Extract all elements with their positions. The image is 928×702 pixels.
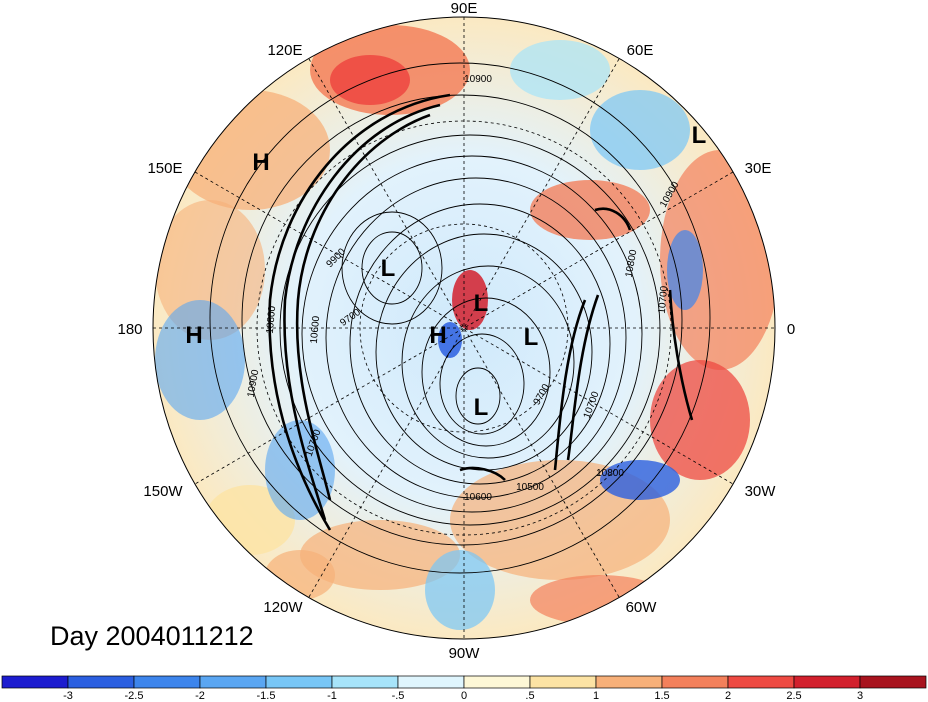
- lon-label-90e: 90E: [451, 0, 478, 17]
- colorbar-tick-label: -1.5: [257, 690, 276, 702]
- colorbar-tick-label: -2.5: [125, 690, 144, 702]
- colorbar-tick-label: .5: [525, 690, 534, 702]
- colorbar-box: [331, 675, 399, 689]
- lon-label-90w: 90W: [449, 645, 481, 662]
- colorbar-box: [793, 675, 861, 689]
- pressure-centers: H H H L L L L L: [185, 122, 706, 421]
- graticule: [153, 17, 775, 639]
- colorbar-boxes: [1, 675, 927, 689]
- colorbar-tick-label: 3: [857, 690, 863, 702]
- high-center: H: [429, 322, 446, 349]
- colorbar-tick-label: 1: [593, 690, 599, 702]
- colorbar: -3 -2.5 -2 -1.5 -1 -.5 0 .5 1 1.5 2 2.5 3: [1, 675, 927, 702]
- contour-label: 10600: [309, 315, 322, 344]
- contour-label: 10800: [265, 305, 278, 334]
- colorbar-box: [397, 675, 465, 689]
- lon-label-180: 180: [117, 321, 142, 338]
- low-center: L: [474, 394, 489, 421]
- contour-label: 10900: [246, 368, 262, 398]
- colorbar-tick-label: -3: [63, 690, 73, 702]
- lon-label-60e: 60E: [627, 42, 654, 59]
- low-center: L: [381, 255, 396, 282]
- jet-contours: [268, 93, 694, 531]
- lon-label-30e: 30E: [745, 160, 772, 177]
- contour-label: 10600: [464, 492, 492, 503]
- contour-label: 10500: [516, 482, 544, 493]
- lon-label-150e: 150E: [147, 160, 182, 177]
- high-center: H: [185, 322, 202, 349]
- colorbar-box: [727, 675, 795, 689]
- lon-label-150w: 150W: [143, 483, 183, 500]
- colorbar-box: [67, 675, 135, 689]
- colorbar-box: [1, 675, 69, 689]
- longitude-labels: 90E 120E 60E 150E 30E 180 0 150W 30W 120…: [117, 0, 795, 662]
- colorbar-box: [661, 675, 729, 689]
- colorbar-box: [529, 675, 597, 689]
- lon-label-30w: 30W: [745, 483, 777, 500]
- colorbar-ticks: -3 -2.5 -2 -1.5 -1 -.5 0 .5 1 1.5 2 2.5 3: [63, 690, 863, 702]
- lon-label-0: 0: [787, 321, 795, 338]
- colorbar-box: [199, 675, 267, 689]
- contour-labels: 10900 10900 10800 10800 10700 10700 1060…: [246, 74, 682, 503]
- colorbar-tick-label: -.5: [392, 690, 405, 702]
- contour-label: 10700: [657, 285, 670, 314]
- colorbar-box: [133, 675, 201, 689]
- height-contours: [209, 62, 711, 574]
- low-center: L: [474, 290, 489, 317]
- colorbar-tick-label: -1: [327, 690, 337, 702]
- high-center: H: [252, 149, 269, 176]
- colorbar-box: [595, 675, 663, 689]
- colorbar-box: [265, 675, 333, 689]
- colorbar-tick-label: 0: [461, 690, 467, 702]
- colorbar-box: [859, 675, 927, 689]
- contour-label: 10900: [464, 74, 492, 85]
- low-center: L: [692, 122, 707, 149]
- colorbar-tick-label: 1.5: [654, 690, 669, 702]
- contour-label: 10800: [596, 468, 624, 479]
- lon-label-60w: 60W: [626, 599, 658, 616]
- colorbar-tick-label: -2: [195, 690, 205, 702]
- colorbar-tick-label: 2.5: [786, 690, 801, 702]
- map-title: Day 2004011212: [50, 621, 254, 651]
- lon-label-120e: 120E: [267, 42, 302, 59]
- low-center: L: [524, 324, 539, 351]
- map-boundary: [152, 16, 776, 640]
- colorbar-box: [463, 675, 531, 689]
- lon-label-120w: 120W: [263, 599, 303, 616]
- colorbar-tick-label: 2: [725, 690, 731, 702]
- contour-label: 10800: [624, 248, 640, 278]
